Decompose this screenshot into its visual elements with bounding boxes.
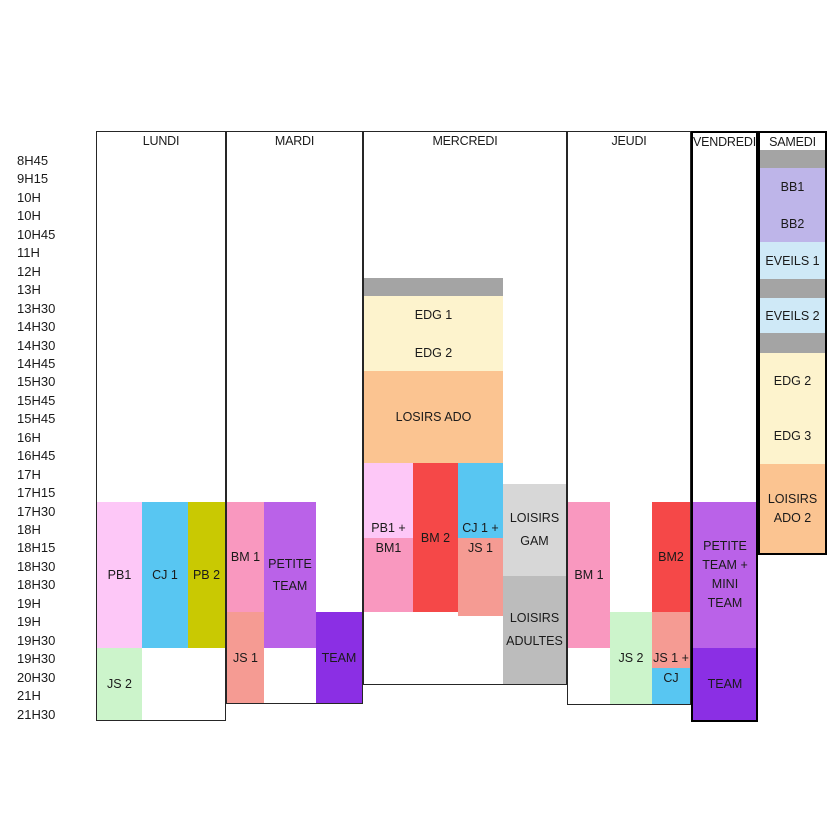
block-js1-cj-upper-jeudi — [652, 612, 690, 668]
block-cj1-js1-lower-mercredi — [458, 538, 503, 616]
block-edg-samedi — [760, 353, 825, 464]
block-js2-lundi — [97, 648, 142, 720]
block-bm1-mardi — [227, 502, 264, 612]
day-header: SAMEDI — [769, 135, 816, 149]
day-header: JEUDI — [611, 134, 647, 148]
time-label: 20H30 — [17, 669, 56, 685]
day-column-jeudi: JEUDI — [567, 131, 691, 705]
day-header: LUNDI — [142, 134, 180, 148]
time-label: 14H30 — [17, 319, 56, 335]
block-pb1-bm1-lower-mercredi — [364, 538, 413, 612]
time-label: 15H30 — [17, 374, 56, 390]
time-label: 9H15 — [17, 171, 49, 187]
time-label: 21H — [17, 688, 41, 704]
time-label: 10H — [17, 189, 41, 205]
block-pause-bar3-samedi — [760, 333, 825, 353]
block-pause-bar1-samedi — [760, 150, 825, 168]
block-js1-cj-lower-jeudi — [652, 668, 690, 704]
block-team-vendredi — [693, 648, 757, 720]
time-label: 8H45 — [17, 153, 49, 168]
day-column-samedi: SAMEDI — [758, 131, 827, 555]
block-cj1-js1-upper-mercredi — [458, 463, 503, 538]
time-label: 17H30 — [17, 503, 56, 519]
block-pb2-lundi — [188, 502, 225, 648]
time-label: 19H — [17, 595, 41, 611]
day-header: VENDREDI — [693, 135, 756, 149]
day-column-vendredi: VENDREDI — [691, 131, 758, 722]
time-label: 18H15 — [17, 540, 56, 556]
time-label: 19H — [17, 614, 41, 630]
block-cj1-lundi — [142, 502, 188, 648]
time-label: 10H — [17, 208, 41, 224]
block-pb1-bm1-upper-mercredi — [364, 463, 413, 538]
day-column-mercredi: MERCREDI — [363, 131, 567, 685]
day-column-mardi: MARDI — [226, 131, 363, 704]
block-eveils2-samedi — [760, 298, 825, 333]
time-label: 15H45 — [17, 411, 56, 427]
block-js2-jeudi — [610, 612, 652, 704]
block-petite-mini-team-vendredi — [693, 502, 757, 648]
block-loisirs-adultes-mercredi — [503, 576, 566, 684]
time-label: 18H30 — [17, 577, 56, 593]
time-label: 12H — [17, 263, 41, 279]
block-petite-team-mardi — [264, 502, 316, 648]
block-loisirs-ado2-samedi — [760, 464, 825, 554]
block-edg-mercredi — [364, 296, 503, 371]
time-label: 10H45 — [17, 226, 56, 242]
time-label: 18H — [17, 522, 41, 537]
time-label: 18H30 — [17, 558, 56, 574]
time-label: 11H — [17, 245, 40, 261]
time-label: 14H45 — [17, 355, 56, 371]
day-column-lundi: LUNDI — [96, 131, 226, 721]
block-pause-bar-mercredi — [364, 278, 503, 296]
time-label: 19H30 — [17, 651, 56, 667]
time-label: 21H30 — [17, 706, 56, 722]
time-label: 15H45 — [17, 392, 56, 408]
time-label: 17H — [17, 466, 41, 482]
time-label: 19H30 — [17, 632, 56, 648]
block-bm1-jeudi — [568, 502, 610, 648]
time-label: 13H30 — [17, 300, 56, 316]
block-bm2-mercredi — [413, 463, 458, 612]
block-pause-bar2-samedi — [760, 279, 825, 298]
day-header: MERCREDI — [432, 134, 498, 148]
time-label: 14H30 — [17, 337, 56, 353]
block-loisirs-gam-mercredi — [503, 484, 566, 576]
time-label: 13H — [17, 282, 41, 298]
block-js1-mardi — [227, 612, 264, 703]
block-bb-samedi — [760, 168, 825, 242]
time-label: 16H — [17, 429, 41, 445]
block-team-mardi — [316, 612, 362, 703]
block-bm2-jeudi — [652, 502, 690, 612]
block-eveils1-samedi — [760, 242, 825, 279]
block-pb1-lundi — [97, 502, 142, 648]
block-losirs-ado-mercredi — [364, 371, 503, 463]
day-header: MARDI — [274, 134, 315, 148]
time-label: 17H15 — [17, 485, 56, 501]
time-label: 16H45 — [17, 448, 56, 464]
